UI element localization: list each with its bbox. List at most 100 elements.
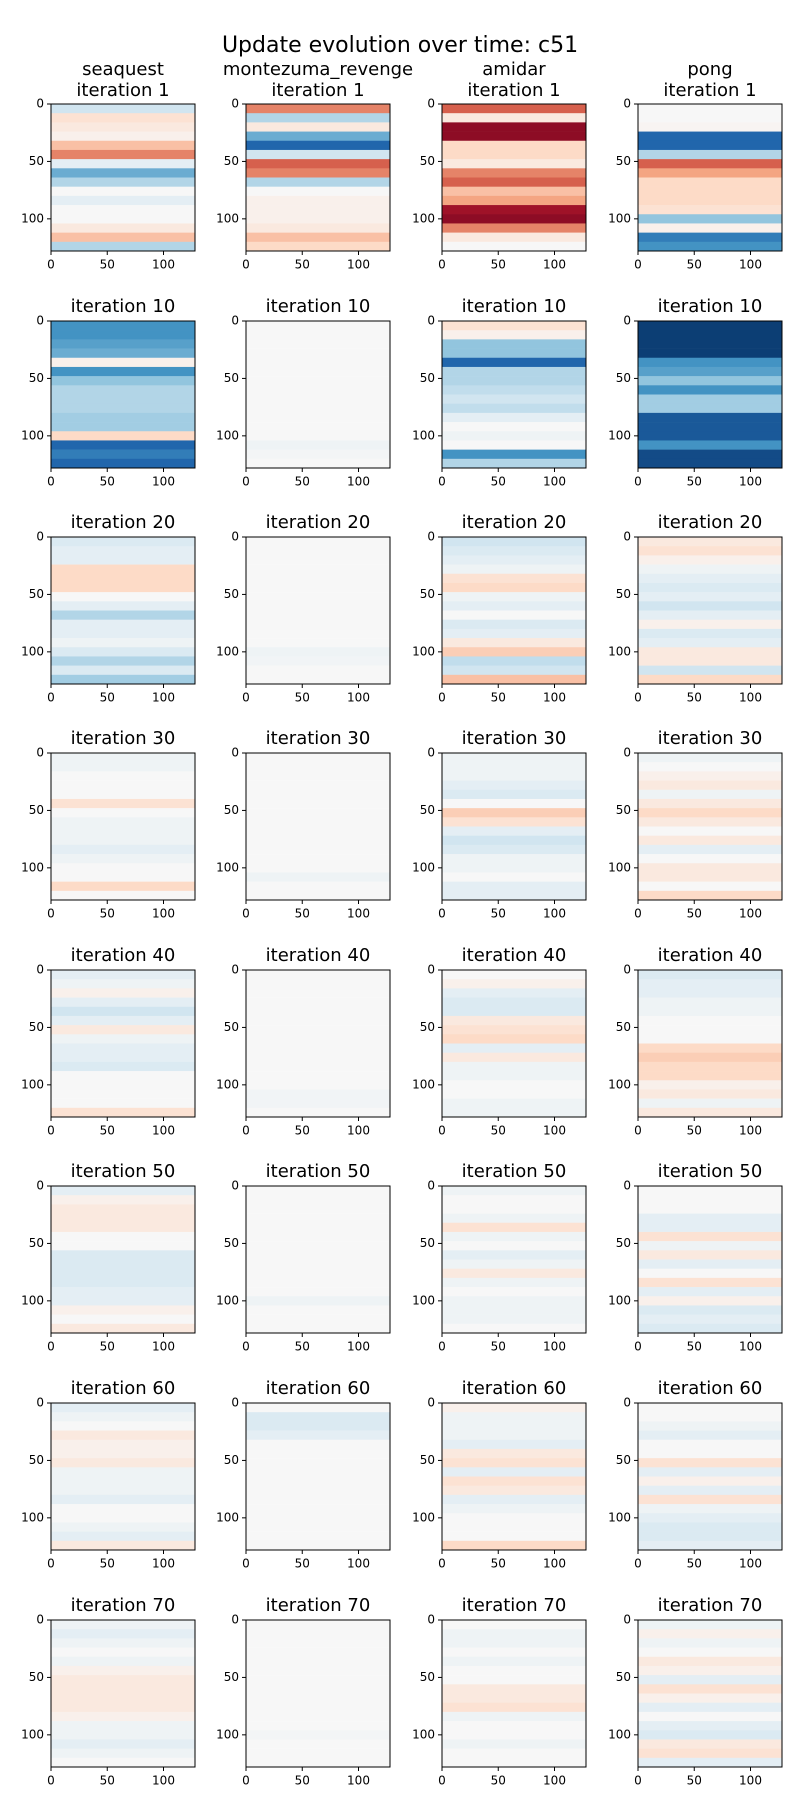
x-tick-label: 100 bbox=[152, 1557, 175, 1571]
x-tick-label: 100 bbox=[347, 1774, 370, 1788]
heatmap-band bbox=[51, 330, 195, 340]
x-tick-label: 50 bbox=[491, 907, 506, 921]
y-tick-label: 50 bbox=[29, 1236, 44, 1250]
heatmap-band bbox=[51, 854, 195, 864]
heatmap-band bbox=[638, 241, 782, 252]
heatmap-band bbox=[638, 1467, 782, 1477]
heatmap-band bbox=[51, 1107, 195, 1118]
heatmap-band bbox=[638, 1412, 782, 1422]
heatmap-band bbox=[51, 159, 195, 169]
heatmap-band bbox=[638, 1052, 782, 1063]
heatmap-band bbox=[51, 412, 195, 423]
heatmap-band bbox=[442, 1665, 586, 1676]
heatmap-band bbox=[246, 970, 390, 980]
heatmap-band bbox=[638, 1061, 782, 1072]
y-tick-label: 0 bbox=[623, 1613, 631, 1627]
y-tick-label: 50 bbox=[420, 154, 435, 168]
x-tick-label: 100 bbox=[739, 475, 762, 489]
heatmap-band bbox=[51, 647, 195, 657]
heatmap-band bbox=[246, 854, 390, 864]
y-tick-label: 100 bbox=[608, 1077, 631, 1091]
x-tick-label: 0 bbox=[47, 258, 55, 272]
heatmap-band bbox=[442, 1421, 586, 1431]
x-tick-label: 0 bbox=[242, 907, 250, 921]
heatmap-band bbox=[638, 1186, 782, 1196]
y-tick-label: 0 bbox=[231, 1179, 239, 1193]
heatmap-band bbox=[51, 1080, 195, 1090]
panel-title: iteration 70 bbox=[462, 1595, 567, 1616]
heatmap-band bbox=[638, 1098, 782, 1109]
axes-frame bbox=[637, 1402, 783, 1551]
heatmap-band bbox=[51, 835, 195, 846]
heatmap-band bbox=[442, 1089, 586, 1099]
axes-frame bbox=[441, 1185, 587, 1334]
heatmap-band bbox=[638, 979, 782, 989]
x-tick-label: 100 bbox=[152, 1340, 175, 1354]
heatmap-band bbox=[246, 674, 390, 685]
heatmap-band bbox=[442, 1071, 586, 1081]
y-tick-label: 50 bbox=[616, 154, 631, 168]
heatmap-band bbox=[51, 223, 195, 233]
x-tick-label: 100 bbox=[347, 691, 370, 705]
heatmap-band bbox=[442, 1494, 586, 1505]
heatmap-band bbox=[51, 638, 195, 648]
heatmap-band bbox=[246, 1739, 390, 1749]
x-tick-label: 50 bbox=[687, 258, 702, 272]
heatmap-band bbox=[246, 422, 390, 432]
heatmap-band bbox=[51, 321, 195, 331]
heatmap-band bbox=[442, 798, 586, 809]
panel-title: iteration 40 bbox=[462, 945, 567, 966]
heatmap-band bbox=[442, 1757, 586, 1768]
heatmap-band bbox=[51, 1476, 195, 1486]
heatmap-band bbox=[442, 376, 586, 386]
heatmap-band bbox=[638, 385, 782, 395]
y-tick-label: 0 bbox=[427, 746, 435, 760]
heatmap-band bbox=[442, 1513, 586, 1523]
y-tick-label: 50 bbox=[420, 371, 435, 385]
heatmap-band bbox=[442, 1186, 586, 1196]
y-tick-label: 50 bbox=[616, 587, 631, 601]
y-tick-label: 100 bbox=[216, 1727, 239, 1741]
x-tick-label: 0 bbox=[438, 907, 446, 921]
x-tick-label: 50 bbox=[295, 691, 310, 705]
x-tick-label: 100 bbox=[739, 1340, 762, 1354]
heatmap-band bbox=[51, 573, 195, 584]
panel-title: iteration 70 bbox=[658, 1595, 763, 1616]
x-tick-label: 50 bbox=[295, 1340, 310, 1354]
heatmap-band bbox=[246, 826, 390, 836]
x-tick-label: 100 bbox=[347, 1340, 370, 1354]
heatmap-band bbox=[246, 1448, 390, 1459]
panel-title: iteration 60 bbox=[266, 1378, 371, 1399]
heatmap-band bbox=[638, 195, 782, 206]
heatmap-band bbox=[442, 1647, 586, 1658]
heatmap-band bbox=[246, 628, 390, 639]
heatmap-band bbox=[246, 573, 390, 584]
heatmap-band bbox=[442, 1015, 586, 1026]
heatmap-band bbox=[638, 1204, 782, 1214]
heatmap-band bbox=[442, 1739, 586, 1749]
heatmap-band bbox=[51, 1711, 195, 1722]
heatmap-band bbox=[442, 330, 586, 340]
heatmap-band bbox=[51, 628, 195, 639]
heatmap-band bbox=[51, 376, 195, 386]
axes-frame bbox=[637, 536, 783, 685]
heatmap-band bbox=[638, 601, 782, 611]
axes-frame bbox=[441, 1402, 587, 1551]
axes-frame bbox=[50, 320, 196, 469]
heatmap-band bbox=[246, 638, 390, 648]
heatmap-band bbox=[246, 1485, 390, 1496]
y-tick-label: 0 bbox=[427, 1396, 435, 1410]
heatmap-band bbox=[638, 1522, 782, 1532]
heatmap-band bbox=[51, 753, 195, 763]
heatmap-band bbox=[246, 1323, 390, 1334]
heatmap-band bbox=[442, 357, 586, 368]
heatmap-band bbox=[638, 1025, 782, 1035]
heatmap-band bbox=[246, 753, 390, 763]
heatmap-band bbox=[246, 186, 390, 197]
x-tick-label: 0 bbox=[438, 1557, 446, 1571]
heatmap-band bbox=[51, 1231, 195, 1242]
figure-title: Update evolution over time: c51 bbox=[222, 33, 578, 58]
heatmap-band bbox=[442, 881, 586, 892]
heatmap-band bbox=[442, 1430, 586, 1441]
y-tick-label: 50 bbox=[29, 154, 44, 168]
